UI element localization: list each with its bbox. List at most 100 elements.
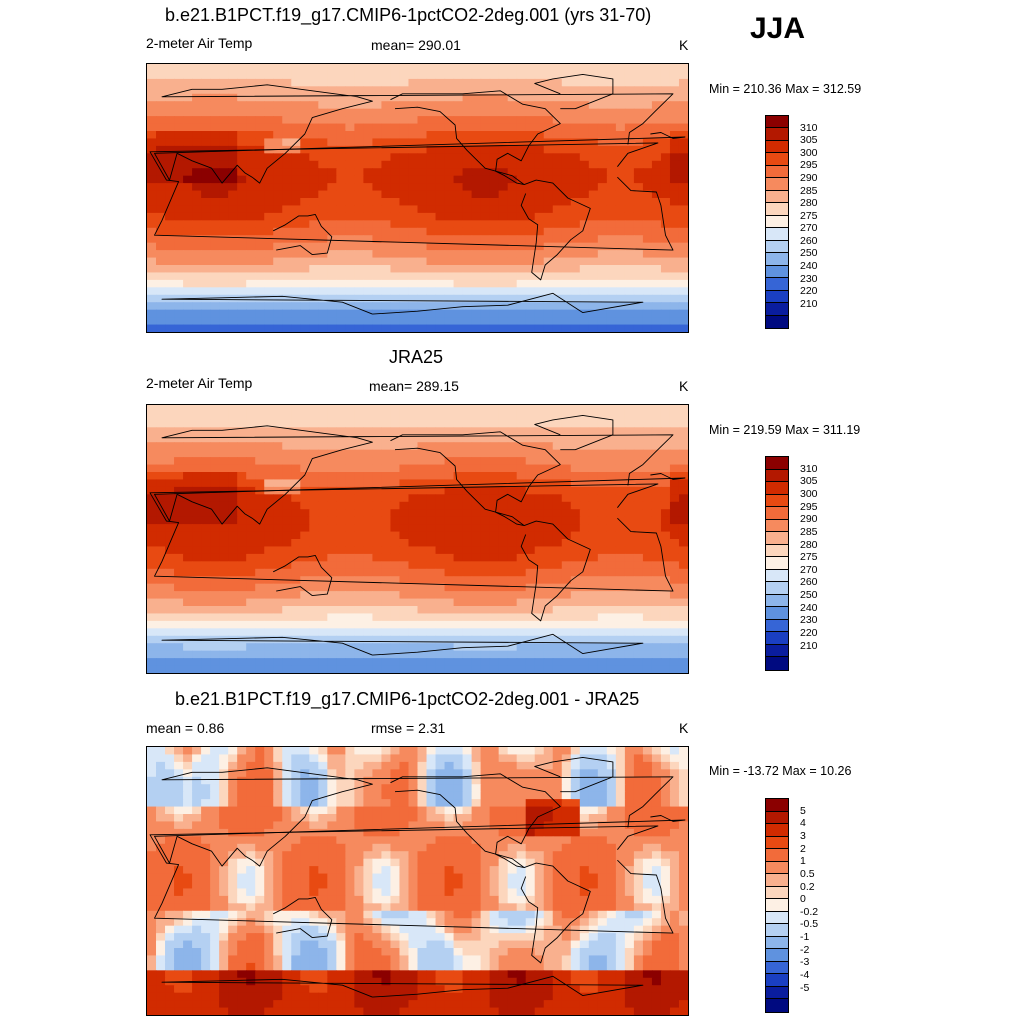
- field-cell: [669, 168, 680, 177]
- field-cell: [678, 212, 688, 221]
- field-cell: [219, 71, 229, 80]
- field-cell: [255, 509, 265, 518]
- field-cell: [210, 658, 220, 667]
- field-cell: [597, 153, 608, 162]
- field-cell: [678, 317, 688, 326]
- field-cell: [399, 784, 410, 793]
- field-cell: [615, 472, 626, 481]
- field-cell: [624, 64, 635, 73]
- field-cell: [192, 287, 202, 296]
- field-cell: [588, 761, 599, 770]
- field-cell: [264, 761, 274, 770]
- field-cell: [633, 628, 644, 637]
- field-cell: [408, 131, 419, 140]
- field-cell: [291, 650, 301, 659]
- field-cell: [417, 242, 428, 251]
- field-cell: [417, 457, 428, 466]
- field-cell: [417, 591, 428, 600]
- field-cell: [444, 665, 455, 673]
- field-cell: [345, 799, 355, 808]
- field-cell: [300, 457, 310, 466]
- field-cell: [651, 806, 662, 815]
- field-cell: [345, 814, 355, 823]
- field-cell: [444, 131, 455, 140]
- field-cell: [255, 628, 265, 637]
- field-cell: [597, 317, 608, 326]
- field-cell: [480, 658, 491, 667]
- field-cell: [570, 250, 581, 259]
- field-cell: [345, 434, 355, 443]
- field-cell: [336, 153, 346, 162]
- field-cell: [399, 64, 410, 73]
- field-cell: [606, 784, 617, 793]
- field-cell: [372, 509, 383, 518]
- field-cell: [570, 591, 581, 600]
- field-cell: [372, 190, 383, 199]
- field-cell: [327, 138, 337, 147]
- field-cell: [426, 175, 437, 184]
- field-cell: [192, 131, 202, 140]
- field-cell: [561, 650, 572, 659]
- field-cell: [336, 412, 346, 421]
- field-cell: [381, 153, 392, 162]
- field-cell: [633, 235, 644, 244]
- field-cell: [426, 479, 437, 488]
- field-cell: [588, 64, 599, 73]
- field-cell: [516, 539, 527, 548]
- field-cell: [660, 160, 671, 169]
- field-cell: [462, 294, 473, 303]
- field-cell: [561, 265, 572, 274]
- field-cell: [192, 650, 202, 659]
- field-cell: [642, 64, 653, 73]
- field-cell: [156, 145, 166, 154]
- field-cell: [543, 86, 554, 95]
- field-cell: [471, 71, 482, 80]
- field-cell: [174, 472, 184, 481]
- field-cell: [354, 553, 364, 562]
- field-cell: [390, 101, 401, 110]
- field-cell: [453, 791, 464, 800]
- field-cell: [354, 457, 364, 466]
- field-cell: [633, 434, 644, 443]
- field-cell: [498, 591, 509, 600]
- field-cell: [201, 553, 211, 562]
- field-cell: [318, 501, 328, 510]
- field-cell: [624, 93, 635, 102]
- field-cell: [651, 620, 662, 629]
- field-cell: [633, 561, 644, 570]
- field-cell: [408, 302, 419, 311]
- field-cell: [318, 561, 328, 570]
- field-cell: [579, 539, 590, 548]
- field-cell: [660, 108, 671, 117]
- field-cell: [246, 516, 256, 525]
- field-cell: [399, 576, 410, 585]
- field-cell: [570, 427, 581, 436]
- field-cell: [543, 64, 554, 73]
- field-cell: [633, 539, 644, 548]
- field-cell: [597, 784, 608, 793]
- field-cell: [489, 212, 500, 221]
- field-cell: [255, 64, 265, 73]
- field-cell: [372, 643, 383, 652]
- field-cell: [516, 116, 527, 125]
- field-cell: [354, 650, 364, 659]
- field-cell: [390, 427, 401, 436]
- field-cell: [336, 784, 346, 793]
- field-cell: [507, 101, 518, 110]
- field-cell: [651, 516, 662, 525]
- field-cell: [282, 227, 292, 236]
- field-cell: [246, 153, 256, 162]
- field-cell: [165, 412, 175, 421]
- field-cell: [309, 235, 319, 244]
- field-cell: [606, 71, 617, 80]
- field-cell: [363, 769, 374, 778]
- field-cell: [246, 205, 256, 214]
- field-cell: [336, 183, 346, 192]
- field-cell: [228, 539, 238, 548]
- field-cell: [390, 464, 401, 473]
- field-cell: [561, 168, 572, 177]
- field-cell: [435, 494, 446, 503]
- field-cell: [453, 405, 464, 414]
- field-cell: [246, 412, 256, 421]
- field-cell: [381, 754, 392, 763]
